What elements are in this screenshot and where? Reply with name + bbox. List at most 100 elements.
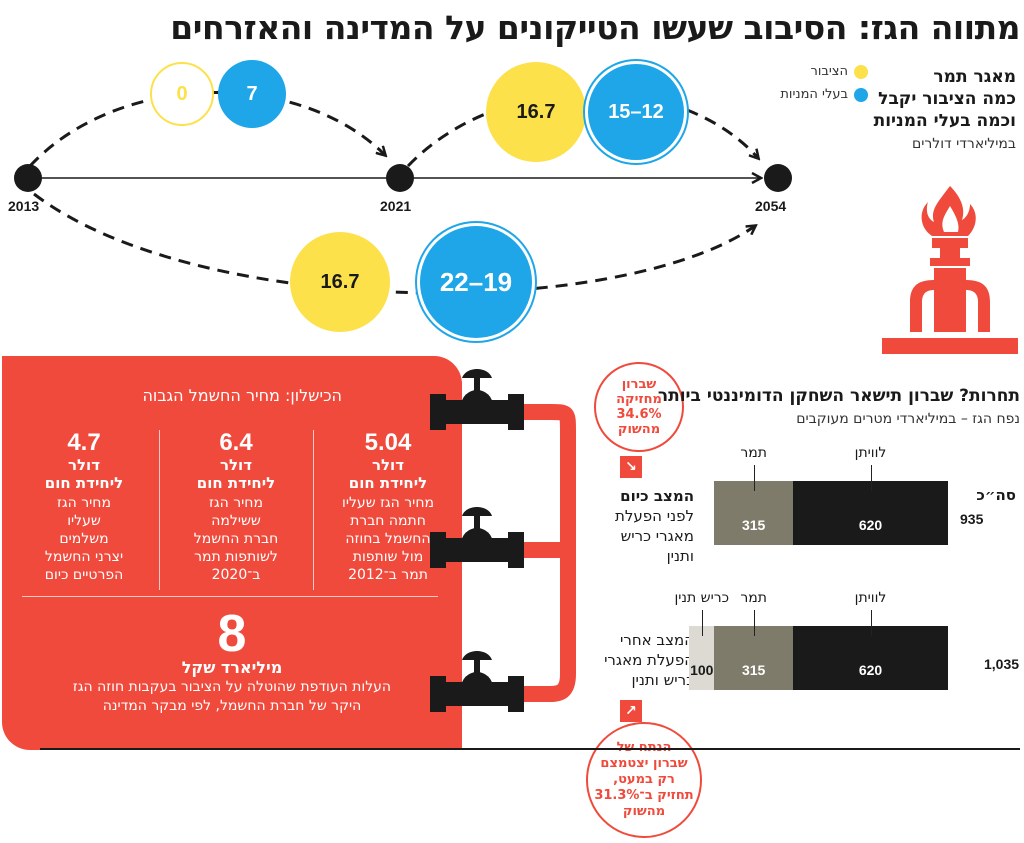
badge-line: הנתח של — [594, 740, 693, 756]
segment-label-tick — [753, 610, 755, 636]
year-dot-2013 — [14, 164, 42, 192]
segment-name-label: תמר — [740, 445, 767, 461]
reservoir-name: מאגר תמר — [933, 67, 1016, 87]
row-label-now-line: ותנין — [666, 547, 694, 565]
segment-name-label: כריש תנין — [674, 590, 730, 606]
failure-desc-line: חתמה חברת — [350, 513, 426, 529]
failure-desc-line: מחיר הגז — [57, 495, 111, 511]
timeline-graphic — [14, 91, 792, 295]
legend-item-public: הציבור — [780, 64, 868, 79]
segment-label-tick — [701, 610, 703, 636]
row-label-now-line: לפני הפעלת — [615, 507, 694, 525]
bubble-value-owners-2021-2054: 15–12 — [608, 100, 664, 123]
excess-cost-desc-line: היקר של חברת החשמל, לפי מבקר המדינה — [102, 698, 362, 714]
failure-unit-2012: דולר — [371, 456, 405, 474]
failure-unit2-2012: ליחידת חום — [348, 474, 428, 492]
failure-unit2-2020: ליחידת חום — [196, 474, 276, 492]
failure-desc-line: החשמל בחוזה — [345, 531, 431, 547]
legend-swatch-owners — [854, 87, 868, 102]
failure-unit2-today: ליחידת חום — [44, 474, 124, 492]
competition-subtitle: נפח הגז – במיליארדי מטרים מעוקבים — [796, 411, 1020, 427]
reservoir-units: במיליארדי דולרים — [911, 136, 1016, 152]
segment-label-tick — [870, 610, 872, 636]
year-label-2021: 2021 — [380, 198, 412, 214]
row-total-value: 1,035 — [984, 656, 1020, 672]
badge-line: 34.6% — [616, 407, 662, 422]
row-label-after-line: המצב אחרי — [620, 631, 694, 649]
bubble-value-owners-2013-2021: 7 — [246, 82, 258, 105]
column-divider — [159, 430, 160, 590]
chevron-share-after-badge: הנתח של שברון יצטמצם רק במעט, תחזיק ב־31… — [586, 722, 702, 838]
badge-line: מהשוק — [622, 804, 666, 819]
bar-segment-2-row-2: 315 — [714, 626, 793, 690]
excess-cost-desc: העלות העודפת שהוטלה על הציבור בעקבות חוז… — [22, 678, 442, 716]
bubble-public-2021-2054: 16.7 — [486, 62, 586, 162]
failure-desc-2012: מחיר הגז שעליו חתמה חברת החשמל בחוזה מול… — [320, 494, 456, 584]
failure-desc-line: חברת החשמל — [193, 531, 279, 547]
failure-col-2020: 6.4 דולר ליחידת חום מחיר הגז ששילמה חברת… — [168, 430, 304, 584]
legend-item-owners: בעלי המניות — [780, 87, 868, 102]
row-label-after-line: כריש ותנין — [631, 671, 694, 689]
competition-title: תחרות? שברון תישאר השחקן הדומיננטי ביותר — [657, 386, 1020, 406]
failure-desc-line: יצרני החשמל — [44, 549, 124, 565]
failure-desc-line: תמר ב־2012 — [348, 567, 428, 583]
failure-value-2020: 6.4 — [219, 429, 253, 456]
column-divider — [313, 430, 314, 590]
segment-name-label: לוויתן — [854, 590, 887, 606]
bar-segment-2-row-1: 315 — [714, 481, 793, 545]
failure-desc-line: מחיר הגז — [209, 495, 263, 511]
bar-segment-1-row-2: 620 — [793, 626, 948, 690]
badge-line: מחזיקה — [616, 392, 662, 407]
segment-name-label: תמר — [740, 590, 767, 606]
failure-desc-line: מול שותפות — [352, 549, 424, 565]
row-total-value: 935 — [960, 511, 984, 527]
failure-desc-line: משלמים — [59, 531, 109, 547]
row-label-now-line: מאגרי כריש — [620, 527, 694, 545]
reservoir-question-owners: וכמה בעלי המניות — [873, 111, 1016, 131]
failure-desc-line: ששילמה — [211, 513, 261, 529]
bubble-public-2013-2021: 0 — [150, 62, 214, 126]
reservoir-heading: מאגר תמר כמה הציבור יקבל וכמה בעלי המניו… — [874, 66, 1016, 152]
failure-panel: הכישלון: מחיר החשמל הגבוה 5.04 דולר ליחי… — [2, 356, 462, 750]
badge-line: שברון יצטמצם — [600, 756, 688, 771]
excess-cost-desc-line: העלות העודפת שהוטלה על הציבור בעקבות חוז… — [72, 679, 392, 695]
excess-cost-value: 8 — [217, 605, 247, 663]
total-label: סה״כ — [976, 486, 1016, 504]
failure-value-2012: 5.04 — [364, 429, 412, 456]
section-baseline — [40, 748, 1020, 750]
failure-value-today: 4.7 — [67, 429, 101, 456]
bubble-owners-2013-2054: 22–19 — [420, 226, 532, 338]
chevron-share-before-badge: שברון מחזיקה 34.6% מהשוק — [594, 362, 684, 452]
bubble-value-public-2021-2054: 16.7 — [516, 100, 556, 123]
badge-line: שברון — [621, 377, 657, 392]
legend-label-owners: בעלי המניות — [780, 87, 848, 102]
badge-line: תחזיק ב־31.3% — [594, 788, 694, 803]
arrow-down-right-icon: ↘ — [620, 456, 642, 478]
arrow-up-right-icon: ↗ — [620, 700, 642, 722]
legend: הציבור בעלי המניות — [780, 64, 868, 110]
year-label-2013: 2013 — [8, 198, 40, 214]
row-label-now-title: המצב כיום — [620, 487, 694, 505]
failure-desc-2020: מחיר הגז ששילמה חברת החשמל לשותפות תמר ב… — [168, 494, 304, 584]
badge-line: רק במעט, — [613, 772, 675, 787]
bubble-owners-2013-2021: 7 — [218, 60, 286, 128]
bubble-value-public-2013-2021: 0 — [176, 82, 188, 105]
year-label-2054: 2054 — [755, 198, 787, 214]
failure-title: הכישלון: מחיר החשמל הגבוה — [142, 386, 342, 405]
failure-desc-today: מחיר הגז שעליו משלמים יצרני החשמל הפרטיי… — [16, 494, 152, 584]
failure-col-today: 4.7 דולר ליחידת חום מחיר הגז שעליו משלמי… — [16, 430, 152, 584]
segment-label-tick — [753, 465, 755, 491]
failure-desc-line: הפרטיים כיום — [44, 567, 124, 583]
failure-desc-line: מחיר הגז שעליו — [342, 495, 434, 511]
year-dot-2054 — [764, 164, 792, 192]
bubble-public-2013-2054: 16.7 — [290, 232, 390, 332]
valve-icon — [430, 651, 524, 712]
failure-desc-line: לשותפות תמר — [194, 549, 278, 565]
bubble-owners-2021-2054: 15–12 — [588, 64, 684, 160]
bubble-value-public-2013-2054: 16.7 — [320, 270, 360, 293]
legend-swatch-public — [854, 64, 868, 79]
year-dot-2021 — [386, 164, 414, 192]
failure-col-2012: 5.04 דולר ליחידת חום מחיר הגז שעליו חתמה… — [320, 430, 456, 584]
reservoir-question-public: כמה הציבור יקבל — [878, 89, 1016, 109]
failure-unit-2020: דולר — [219, 456, 253, 474]
